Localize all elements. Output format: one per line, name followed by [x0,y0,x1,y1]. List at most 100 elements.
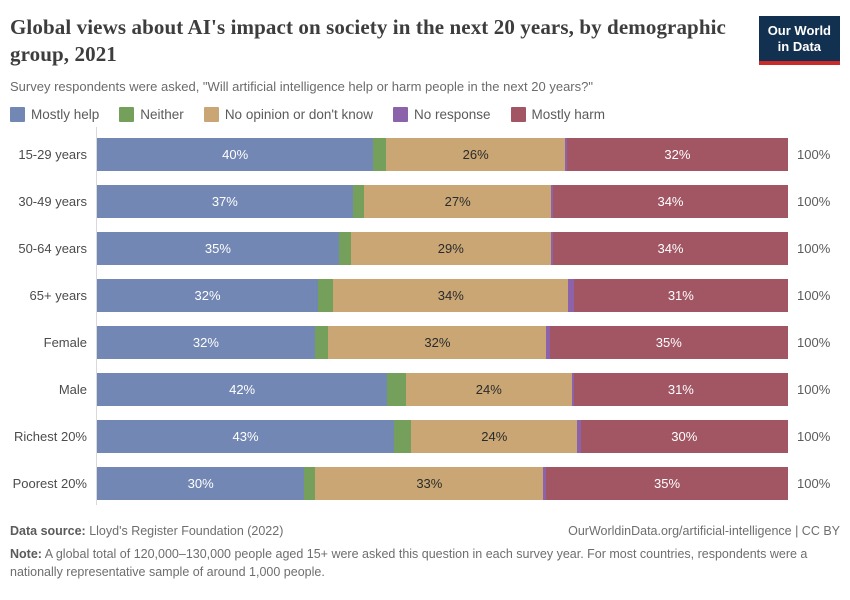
legend-label: Mostly harm [531,106,606,122]
segment-value-label: 34% [657,240,684,256]
legend-item-mostly-help: Mostly help [10,106,100,122]
stacked-bar: 30% 33% 35% [97,466,788,500]
row-total-label: 100% [797,475,831,491]
segment-mostly-help: 35% [97,231,339,265]
bar-row-richest-20: Richest 20% 43% 24% 30% 100% [10,413,840,460]
legend-swatch [510,106,526,122]
segment-no-response [546,325,550,359]
segment-mostly-harm: 34% [553,184,788,218]
segment-mostly-help: 32% [97,278,319,312]
row-total-label: 100% [797,193,831,209]
legend: Mostly help Neither No opinion or don't kn… [10,106,840,122]
data-source-label: Data source: [10,523,86,538]
segment-value-label: 35% [655,334,682,350]
segment-mostly-help: 42% [97,372,388,406]
data-source: Data source: Lloyd's Register Foundation… [10,524,283,538]
stacked-bar: 35% 29% 34% [97,231,788,265]
bar-row-30-49-years: 30-49 years 37% 27% 34% 100% [10,178,840,225]
segment-value-label: 40% [222,146,249,162]
owid-logo[interactable]: Our World in Data [758,16,840,65]
stacked-bar: 37% 27% 34% [97,184,788,218]
segment-value-label: 34% [437,287,464,303]
category-label: 30-49 years [18,193,87,209]
segment-value-label: 32% [194,287,221,303]
segment-no-opinion-or-don-t-know: 24% [411,419,578,453]
segment-mostly-harm: 34% [553,231,788,265]
segment-neither [373,137,386,171]
segment-no-response [565,137,567,171]
segment-neither [352,184,365,218]
segment-value-label: 24% [475,381,502,397]
legend-swatch [203,106,219,122]
segment-no-opinion-or-don-t-know: 24% [405,372,572,406]
owid-citation-link[interactable]: OurWorldinData.org/artificial-intelligen… [568,523,840,538]
segment-value-label: 31% [667,287,694,303]
footer: Data source: Lloyd's Register Foundation… [10,524,840,538]
segment-neither [387,372,406,406]
row-total-label: 100% [797,287,831,303]
legend-swatch [392,106,408,122]
category-label: Male [58,381,87,397]
segment-no-response [577,419,581,453]
segment-no-opinion-or-don-t-know: 33% [315,466,544,500]
stacked-bar: 32% 32% 35% [97,325,788,359]
segment-neither [318,278,334,312]
segment-no-opinion-or-don-t-know: 27% [364,184,551,218]
segment-neither [338,231,351,265]
bar-row-poorest-20: Poorest 20% 30% 33% 35% 100% [10,460,840,507]
segment-mostly-help: 43% [97,419,395,453]
owid-logo-line1: Our World [767,23,831,38]
segment-value-label: 32% [664,146,691,162]
bar-row-50-64-years: 50-64 years 35% 29% 34% 100% [10,225,840,272]
segment-no-opinion-or-don-t-know: 29% [350,231,551,265]
stacked-bar: 42% 24% 31% [97,372,788,406]
data-source-value: Lloyd's Register Foundation (2022) [85,523,284,538]
segment-value-label: 35% [654,475,681,491]
stacked-bar: 32% 34% 31% [97,278,788,312]
segment-mostly-harm: 31% [573,278,788,312]
legend-swatch [10,106,25,122]
chart-subtitle: Survey respondents were asked, "Will art… [10,78,593,94]
legend-label: Neither [140,106,184,122]
y-axis-line [96,126,97,505]
segment-mostly-harm: 35% [546,466,788,500]
segment-value-label: 37% [211,193,238,209]
segment-mostly-harm: 35% [549,325,788,359]
segment-value-label: 24% [481,428,508,444]
segment-value-label: 42% [229,381,256,397]
legend-item-no-response: No response [392,106,491,122]
segment-no-response [568,278,574,312]
stacked-bar: 40% 26% 32% [97,137,788,171]
segment-mostly-help: 37% [97,184,353,218]
segment-no-opinion-or-don-t-know: 34% [333,278,569,312]
category-label: Richest 20% [14,428,87,444]
row-total-label: 100% [797,240,831,256]
segment-value-label: 27% [444,193,471,209]
segment-value-label: 31% [667,381,694,397]
category-label: Female [43,334,87,350]
legend-label: No response [413,106,491,122]
segment-value-label: 29% [437,240,464,256]
segment-value-label: 32% [424,334,451,350]
segment-no-opinion-or-don-t-know: 32% [328,325,547,359]
segment-mostly-help: 32% [97,325,315,359]
segment-mostly-harm: 31% [573,372,788,406]
segment-mostly-help: 30% [97,466,305,500]
stacked-bar: 43% 24% 30% [97,419,788,453]
segment-no-response [550,184,554,218]
legend-label: No opinion or don't know [224,106,373,122]
legend-label: Mostly help [31,106,100,122]
segment-value-label: 34% [657,193,684,209]
segment-value-label: 30% [187,475,214,491]
footnote: Note: A global total of 120,000–130,000 … [10,545,840,581]
segment-mostly-harm: 30% [580,419,788,453]
category-label: 50-64 years [18,240,87,256]
row-total-label: 100% [797,334,831,350]
segment-neither [314,325,329,359]
legend-item-mostly-harm: Mostly harm [510,106,606,122]
segment-value-label: 26% [462,146,489,162]
segment-value-label: 32% [192,334,219,350]
legend-swatch [119,106,135,122]
segment-value-label: 35% [204,240,231,256]
